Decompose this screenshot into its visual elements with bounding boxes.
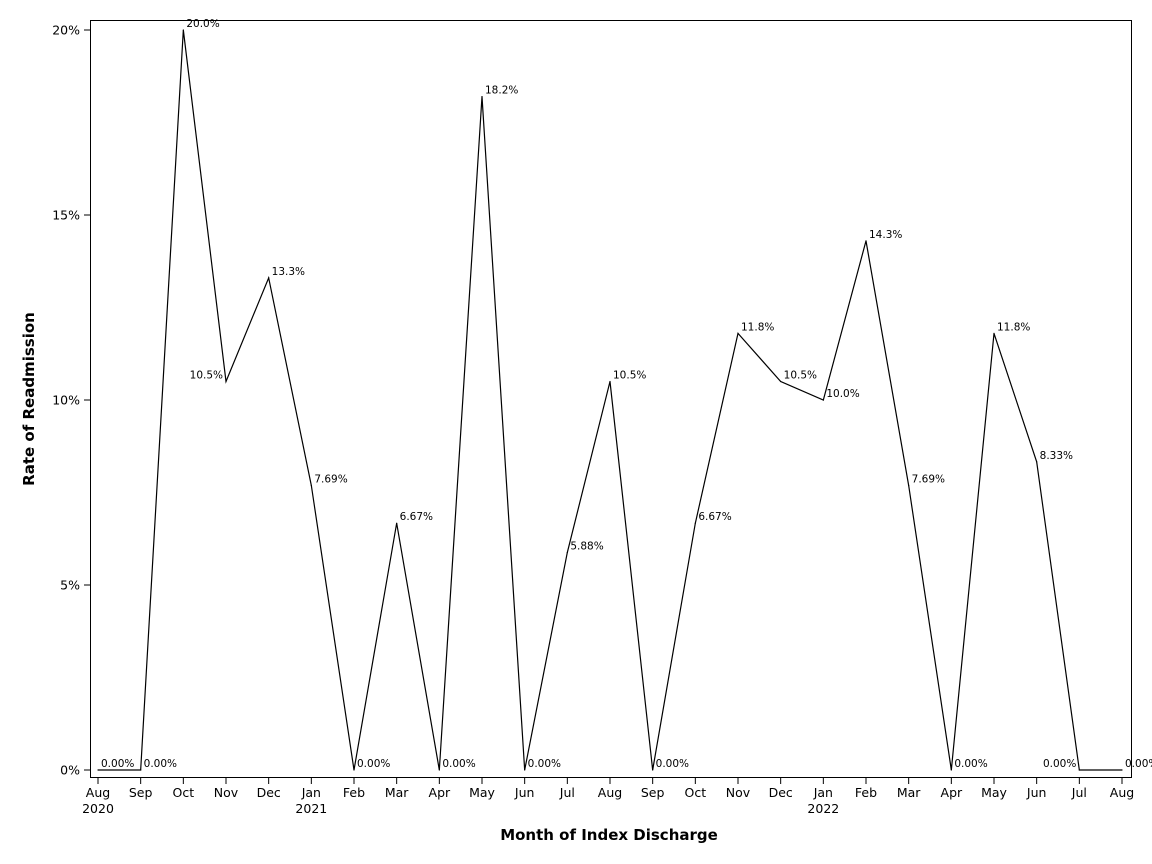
- x-tick-label: Mar: [385, 785, 409, 800]
- data-point: [438, 769, 440, 771]
- y-axis-title: Rate of Readmission: [20, 312, 38, 486]
- plot-frame: [90, 20, 1132, 778]
- data-label: 13.3%: [272, 266, 305, 278]
- x-year-label: 2022: [807, 801, 839, 816]
- data-point: [950, 769, 952, 771]
- data-label: 6.67%: [698, 511, 731, 523]
- data-label: 0.00%: [1125, 758, 1152, 770]
- x-tick-label: Nov: [214, 785, 239, 800]
- x-tick-label: May: [981, 785, 1007, 800]
- data-label: 11.8%: [997, 321, 1030, 333]
- x-axis: Aug Sep Oct Nov Dec Jan Feb Mar Apr May Jun Jul Aug S…: [82, 778, 1134, 816]
- data-label: 0.00%: [101, 758, 134, 770]
- x-tick-label: Mar: [897, 785, 921, 800]
- data-point: [353, 769, 355, 771]
- series-group: [97, 29, 1123, 771]
- data-point: [993, 332, 995, 334]
- x-tick-label: Dec: [257, 785, 281, 800]
- data-point: [1036, 461, 1038, 463]
- y-tick-label: 15%: [52, 208, 80, 223]
- data-label: 0.00%: [442, 758, 475, 770]
- x-tick-label: Jul: [559, 785, 575, 800]
- data-label: 0.00%: [1043, 758, 1076, 770]
- y-tick-label: 10%: [52, 393, 80, 408]
- x-tick-label: Aug: [1110, 785, 1134, 800]
- data-point: [780, 380, 782, 383]
- x-tick-label: Apr: [941, 785, 963, 800]
- x-tick-label: Dec: [769, 785, 793, 800]
- data-point: [737, 332, 739, 334]
- data-point: [396, 522, 398, 524]
- y-axis: 0% 5% 10% 15% 20%: [52, 23, 90, 778]
- y-tick-label: 20%: [52, 23, 80, 38]
- x-tick-label: Jun: [1026, 785, 1047, 800]
- x-tick-label: Jan: [301, 785, 321, 800]
- x-tick-label: Oct: [685, 785, 707, 800]
- x-tick-label: Jul: [1071, 785, 1087, 800]
- data-label: 11.8%: [741, 321, 774, 333]
- data-point: [97, 769, 99, 771]
- data-label: 10.5%: [784, 370, 817, 382]
- data-label: 10.5%: [190, 370, 223, 382]
- data-label: 20.0%: [186, 18, 219, 30]
- x-tick-label: Sep: [129, 785, 153, 800]
- x-year-label: 2021: [295, 801, 327, 816]
- data-point: [225, 380, 227, 383]
- data-label: 0.00%: [528, 758, 561, 770]
- x-tick-label: Jan: [813, 785, 833, 800]
- data-point: [652, 769, 654, 771]
- x-tick-label: Nov: [726, 785, 751, 800]
- data-label-group: 0.00% 0.00% 20.0% 10.5% 13.3% 7.69% 0.00% 6.67%…: [101, 18, 1152, 770]
- data-label: 0.00%: [144, 758, 177, 770]
- data-label: 5.88%: [570, 540, 603, 552]
- data-label: 10.5%: [613, 370, 646, 382]
- x-tick-label: Sep: [641, 785, 665, 800]
- y-tick-label: 0%: [60, 763, 80, 778]
- data-point: [822, 399, 824, 401]
- x-tick-label: Oct: [173, 785, 195, 800]
- data-point: [694, 522, 696, 524]
- data-label: 14.3%: [869, 229, 902, 241]
- data-point: [609, 380, 611, 383]
- data-point: [268, 277, 270, 279]
- data-point: [1121, 769, 1123, 771]
- data-point: [908, 484, 910, 487]
- x-tick-label: Jun: [514, 785, 535, 800]
- data-label: 6.67%: [400, 511, 433, 523]
- data-label: 0.00%: [357, 758, 390, 770]
- x-tick-label: Feb: [343, 785, 365, 800]
- data-point: [310, 484, 312, 487]
- x-tick-label: Aug: [86, 785, 110, 800]
- y-tick-label: 5%: [60, 578, 80, 593]
- data-label: 7.69%: [912, 473, 945, 485]
- series-line: [98, 29, 1122, 771]
- x-tick-label: Apr: [429, 785, 451, 800]
- x-year-label: 2020: [82, 801, 114, 816]
- data-point: [1078, 769, 1080, 771]
- data-point: [140, 769, 142, 771]
- data-point: [524, 769, 526, 771]
- data-point: [182, 29, 184, 31]
- x-tick-label: Aug: [598, 785, 622, 800]
- data-label: 18.2%: [485, 85, 518, 97]
- x-tick-label: May: [469, 785, 495, 800]
- x-axis-title: Month of Index Discharge: [500, 826, 718, 844]
- data-label: 8.33%: [1040, 450, 1073, 462]
- data-point: [566, 551, 568, 554]
- data-point: [865, 240, 867, 242]
- data-label: 10.0%: [826, 388, 859, 400]
- x-tick-label: Feb: [855, 785, 877, 800]
- data-label: 7.69%: [314, 473, 347, 485]
- data-label: 0.00%: [656, 758, 689, 770]
- data-point: [481, 96, 483, 98]
- data-label: 0.00%: [954, 758, 987, 770]
